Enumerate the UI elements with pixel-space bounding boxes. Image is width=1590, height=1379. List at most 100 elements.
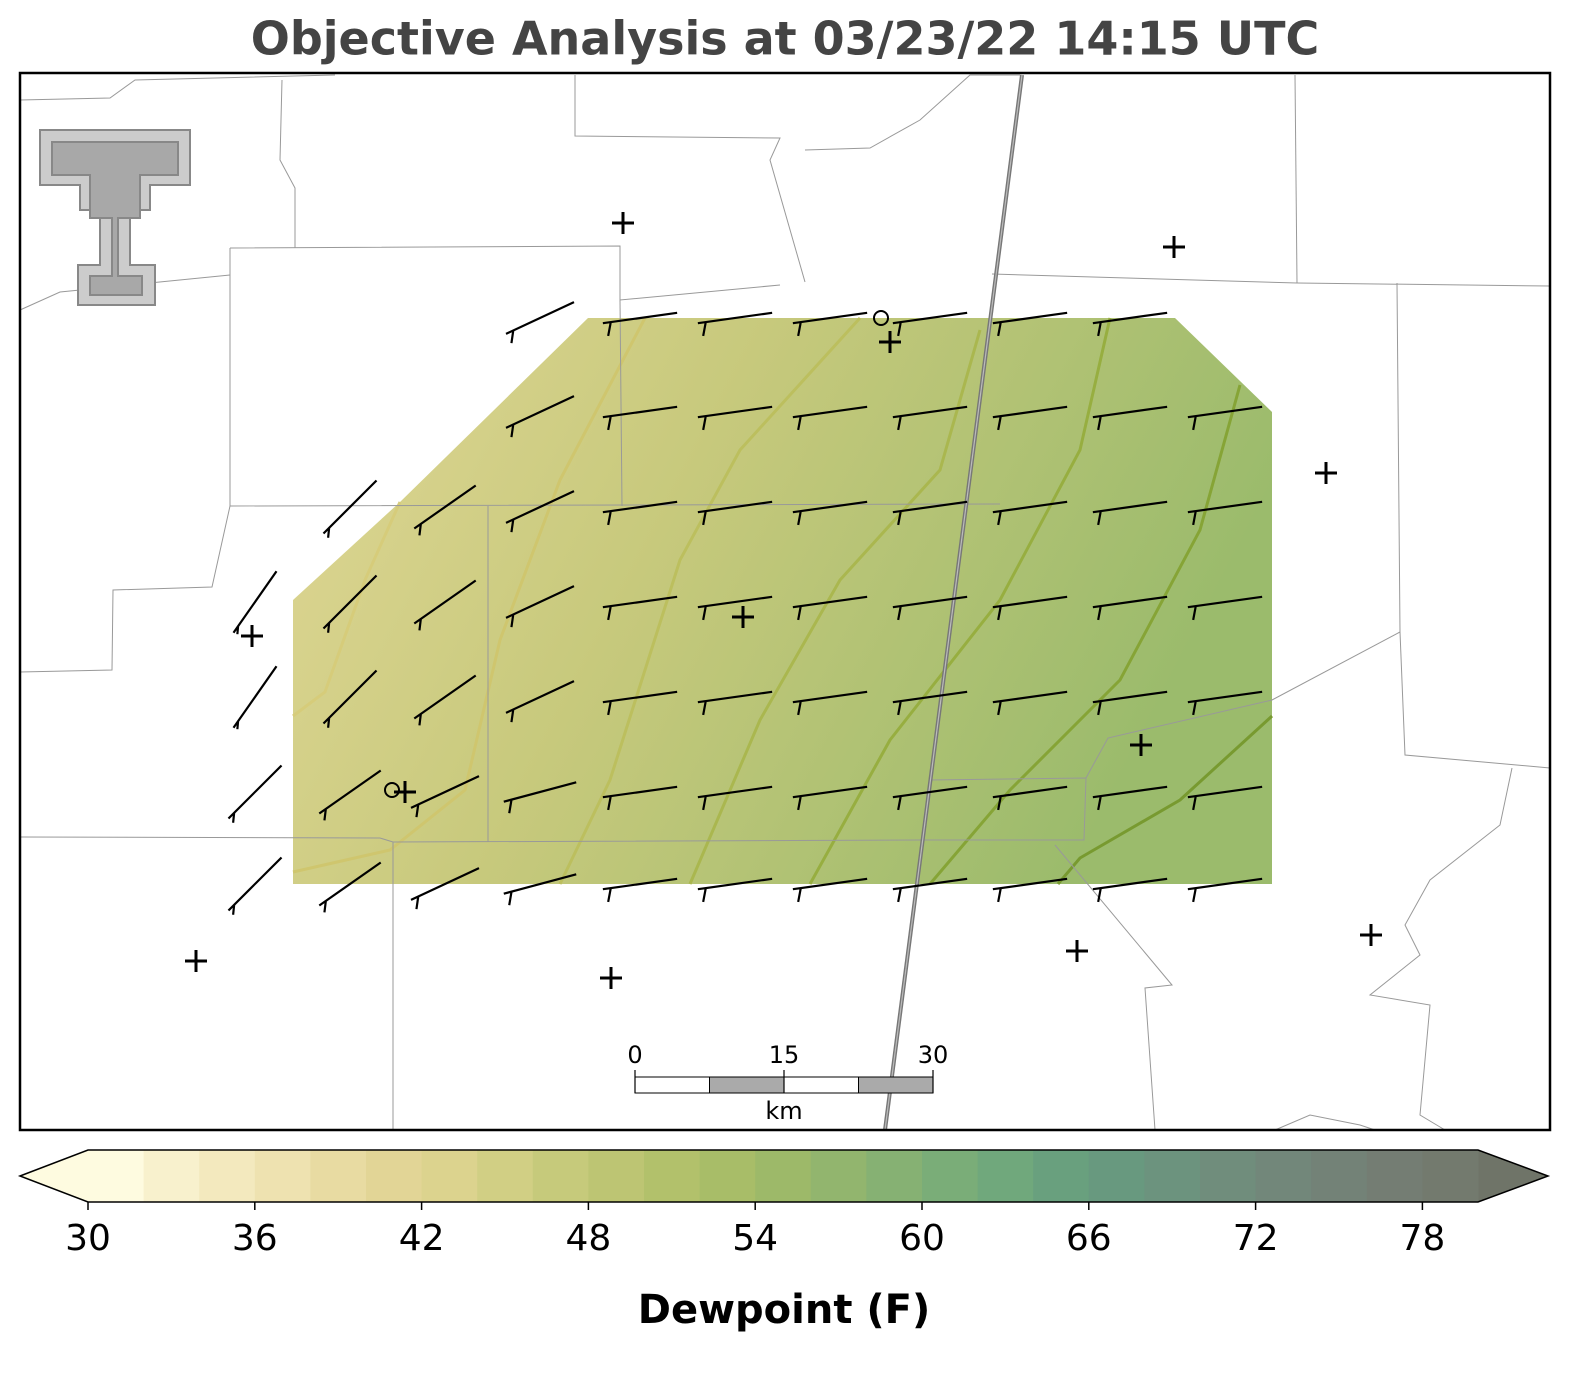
colorbar: 30 36 42 48 54 60 66 72 78 bbox=[17, 1149, 1551, 1259]
colorbar-tick-label: 66 bbox=[1066, 1218, 1112, 1259]
wind-barb bbox=[892, 595, 968, 621]
colorbar-tick-label: 30 bbox=[65, 1218, 111, 1259]
wind-barb bbox=[792, 500, 868, 526]
wind-barb bbox=[505, 490, 575, 533]
wind-barb bbox=[318, 769, 382, 821]
wind-barb bbox=[318, 861, 382, 913]
wind-barb bbox=[697, 785, 773, 811]
wind-barb bbox=[697, 405, 773, 431]
wind-barb bbox=[410, 775, 480, 818]
wind-barb bbox=[602, 877, 678, 903]
colorbar-bin bbox=[922, 1150, 979, 1202]
colorbar-label: Dewpoint (F) bbox=[638, 1287, 931, 1333]
scale-segment bbox=[858, 1076, 934, 1094]
colorbar-bin bbox=[199, 1150, 256, 1202]
wind-barb bbox=[992, 500, 1068, 526]
wind-barb bbox=[602, 785, 678, 811]
wind-barb bbox=[1092, 311, 1168, 337]
colorbar-bin bbox=[644, 1150, 701, 1202]
wind-barb bbox=[503, 781, 577, 814]
colorbar-tick-label: 54 bbox=[732, 1218, 778, 1259]
wind-barb bbox=[992, 877, 1068, 903]
wind-barb bbox=[697, 595, 773, 621]
colorbar-tick-label: 36 bbox=[232, 1218, 278, 1259]
colorbar-bin bbox=[699, 1150, 756, 1202]
ttu-logo bbox=[39, 129, 191, 306]
colorbar-bin bbox=[755, 1150, 812, 1202]
wind-barb bbox=[503, 873, 577, 906]
wind-barb bbox=[232, 570, 278, 635]
wind-barb bbox=[1092, 690, 1168, 716]
wind-barb bbox=[410, 867, 480, 910]
scale-label: 0 bbox=[627, 1041, 642, 1069]
colorbar-bin bbox=[143, 1150, 200, 1202]
wind-barb bbox=[892, 405, 968, 431]
wind-barb bbox=[1187, 877, 1263, 903]
wind-barb bbox=[1187, 690, 1263, 716]
wind-barb bbox=[1187, 595, 1263, 621]
colorbar-bin bbox=[1422, 1150, 1479, 1202]
analysis-field bbox=[293, 318, 1272, 884]
calm-circles bbox=[384, 310, 889, 798]
wind-barb bbox=[505, 680, 575, 723]
colorbar-bin bbox=[310, 1150, 367, 1202]
wind-barb bbox=[413, 484, 477, 536]
wind-barb bbox=[602, 405, 678, 431]
wind-barb bbox=[602, 690, 678, 716]
scale-label: 15 bbox=[769, 1041, 800, 1069]
colorbar-bin bbox=[366, 1150, 423, 1202]
wind-barb bbox=[1092, 405, 1168, 431]
wind-barb bbox=[232, 665, 278, 730]
colorbar-bin bbox=[588, 1150, 645, 1202]
wind-barb bbox=[792, 595, 868, 621]
colorbar-bin bbox=[1033, 1150, 1090, 1202]
wind-barb bbox=[227, 764, 283, 823]
interstate bbox=[883, 74, 1024, 1131]
wind-barb bbox=[892, 311, 968, 337]
wind-barb bbox=[697, 877, 773, 903]
scale-bar: 0 15 30 km bbox=[627, 1041, 948, 1125]
colorbar-bin bbox=[1200, 1150, 1257, 1202]
scale-segment bbox=[634, 1076, 710, 1094]
wind-barb bbox=[1187, 405, 1263, 431]
wind-barb bbox=[413, 674, 477, 726]
colorbar-bin bbox=[254, 1150, 311, 1202]
colorbar-bin bbox=[977, 1150, 1034, 1202]
colorbar-bin bbox=[532, 1150, 589, 1202]
wind-barb bbox=[227, 856, 283, 915]
colorbar-bin bbox=[866, 1150, 923, 1202]
scale-segment bbox=[783, 1076, 859, 1094]
title: Objective Analysis at 03/23/22 14:15 UTC bbox=[251, 12, 1320, 66]
colorbar-tick-label: 42 bbox=[399, 1218, 445, 1259]
colorbar-bin bbox=[1311, 1150, 1368, 1202]
colorbar-bin bbox=[1088, 1150, 1145, 1202]
colorbar-tick-label: 48 bbox=[565, 1218, 611, 1259]
wind-barb bbox=[697, 500, 773, 526]
colorbar-bin bbox=[1366, 1150, 1423, 1202]
colorbar-tick-label: 72 bbox=[1233, 1218, 1279, 1259]
wind-barb bbox=[1092, 595, 1168, 621]
colorbar-bin bbox=[477, 1150, 534, 1202]
wind-barb bbox=[892, 500, 968, 526]
scale-segment bbox=[709, 1076, 785, 1094]
colorbar-bin bbox=[1255, 1150, 1312, 1202]
wind-barb bbox=[992, 595, 1068, 621]
wind-barb bbox=[992, 690, 1068, 716]
wind-barb bbox=[792, 785, 868, 811]
scale-unit: km bbox=[765, 1097, 802, 1125]
wind-barb bbox=[1092, 877, 1168, 903]
colorbar-bin bbox=[810, 1150, 867, 1202]
map-frame bbox=[18, 71, 1552, 1132]
wind-barb bbox=[1187, 500, 1263, 526]
colorbar-tick-label: 60 bbox=[899, 1218, 945, 1259]
station-markers bbox=[185, 212, 1382, 989]
scale-label: 30 bbox=[918, 1041, 949, 1069]
wind-barb bbox=[602, 500, 678, 526]
wind-barb bbox=[1187, 785, 1263, 811]
colorbar-bin bbox=[421, 1150, 478, 1202]
wind-barb bbox=[322, 574, 378, 633]
wind-barb bbox=[697, 311, 773, 337]
colorbar-bin bbox=[88, 1150, 145, 1202]
wind-barb bbox=[992, 785, 1068, 811]
